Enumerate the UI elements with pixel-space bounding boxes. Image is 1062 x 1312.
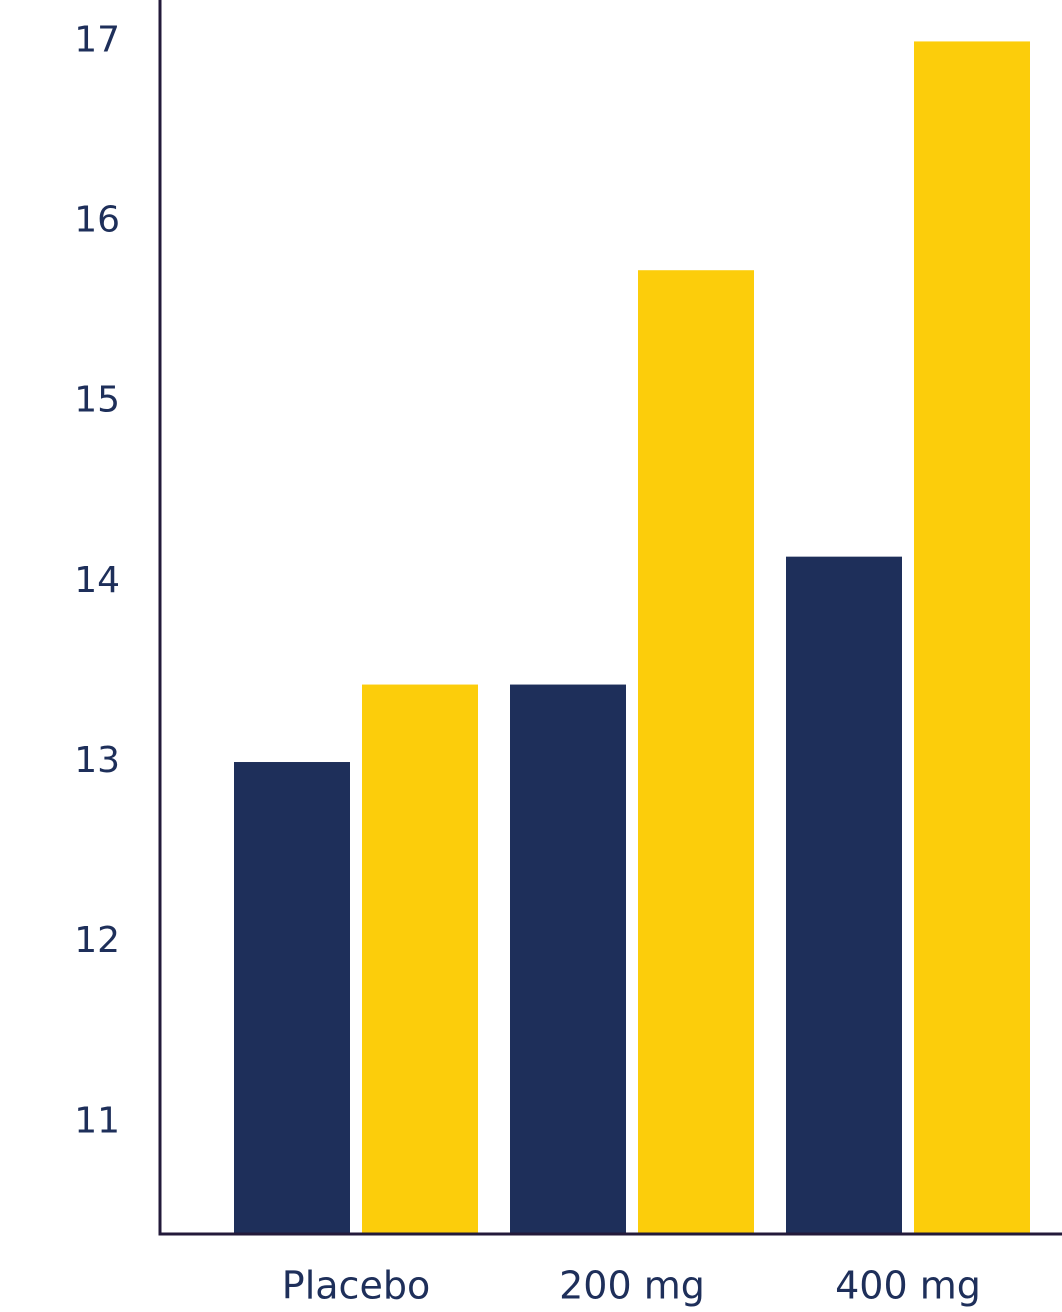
bar <box>786 556 902 1234</box>
bar <box>914 41 1030 1234</box>
bar <box>510 684 626 1234</box>
bar <box>638 270 754 1234</box>
bar <box>234 762 350 1234</box>
y-tick-label: 14 <box>74 560 120 601</box>
y-tick-label: 11 <box>74 1100 120 1141</box>
y-tick-label: 13 <box>74 740 120 781</box>
y-tick-label: 12 <box>74 920 120 961</box>
y-tick-label: 15 <box>74 380 120 421</box>
x-tick-label: 200 mg <box>559 1264 705 1308</box>
x-tick-label: Placebo <box>282 1264 430 1308</box>
x-tick-label: 400 mg <box>835 1264 981 1308</box>
y-tick-label: 17 <box>74 19 120 60</box>
y-tick-label: 16 <box>74 200 120 241</box>
bar <box>362 684 478 1234</box>
